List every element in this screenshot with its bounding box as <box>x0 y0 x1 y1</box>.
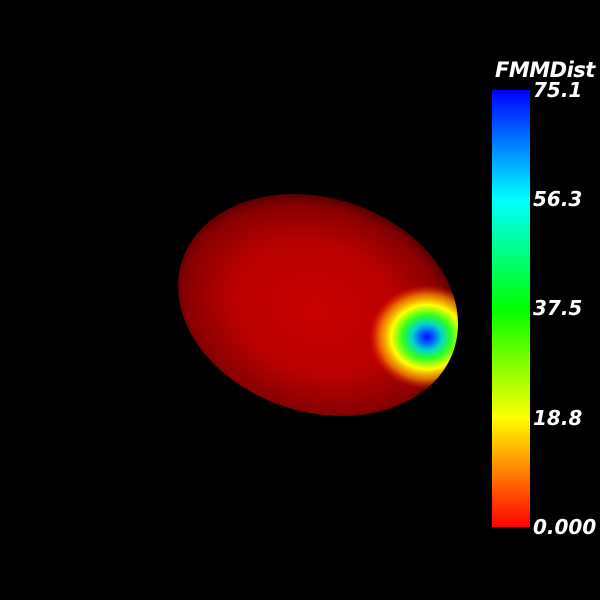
legend-title: FMMDist <box>495 58 595 82</box>
tick-label-min: 0.000 <box>533 515 597 539</box>
tick-label-high: 56.3 <box>533 187 583 211</box>
distance-hotspot <box>369 285 485 389</box>
tick-label-low: 18.8 <box>533 406 583 430</box>
colorbar <box>492 90 530 527</box>
tick-label-mid: 37.5 <box>533 296 583 320</box>
tick-label-max: 75.1 <box>533 78 583 102</box>
